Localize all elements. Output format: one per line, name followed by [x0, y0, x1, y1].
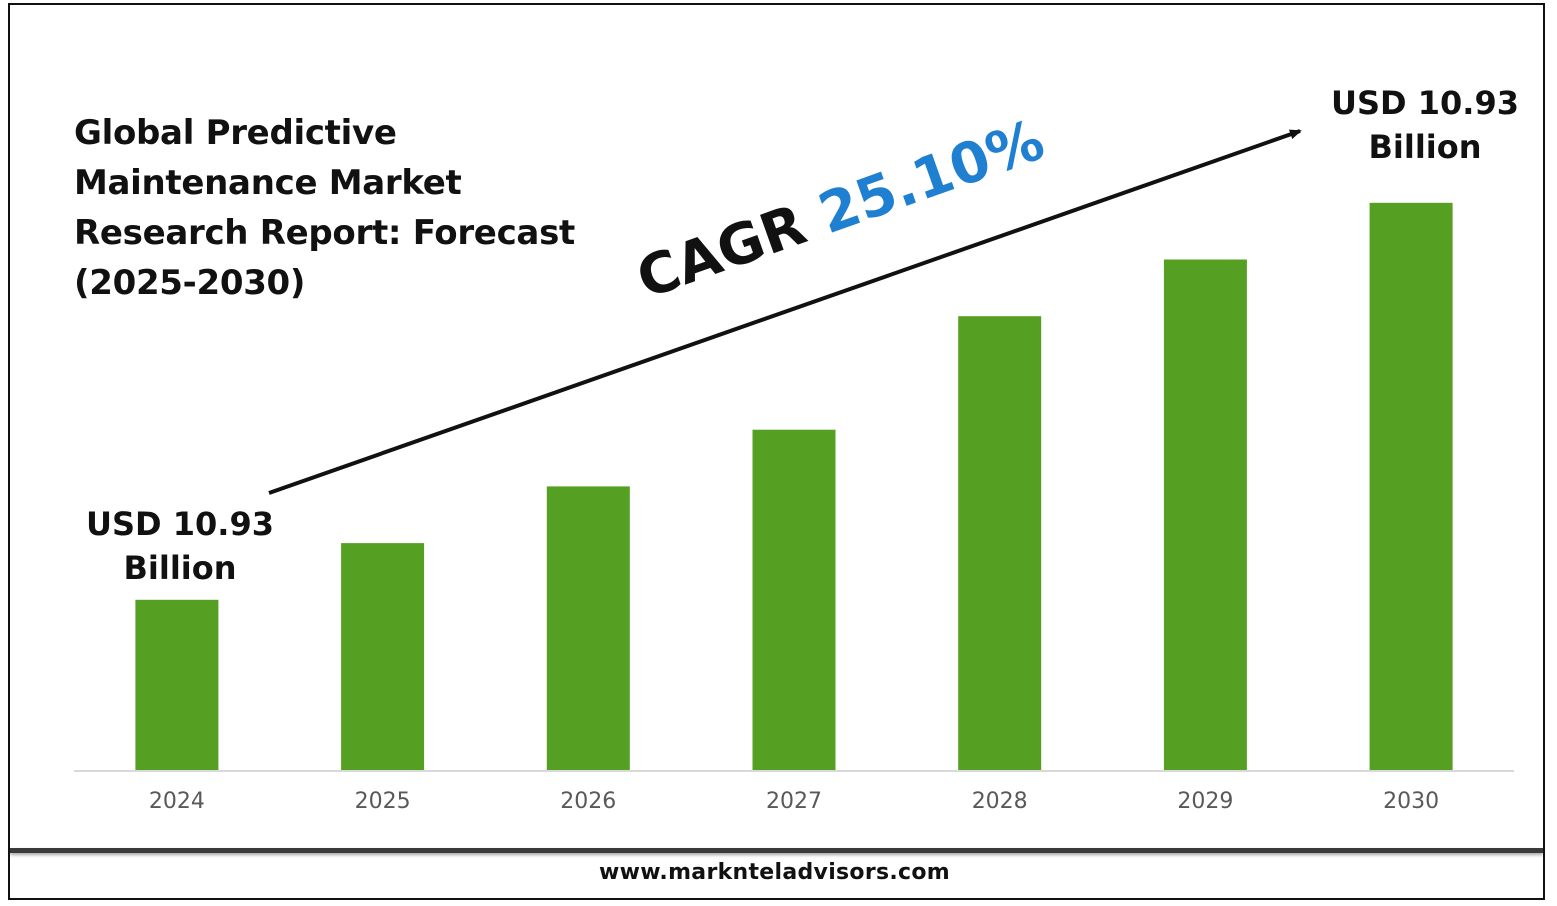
chart-title: Global Predictive Maintenance Market Res… [74, 113, 575, 303]
x-tick-label-2024: 2024 [149, 789, 205, 814]
start-value-label: USD 10.93 Billion [86, 505, 274, 587]
x-tick-label-2029: 2029 [1177, 789, 1233, 814]
x-tick-label-2025: 2025 [355, 789, 411, 814]
bar-series [135, 202, 1453, 771]
cagr-arrow [268, 129, 1302, 495]
bar-2030 [1369, 202, 1453, 771]
bar-2024 [135, 599, 219, 770]
footer-divider [10, 848, 1543, 853]
footer-url: www.marknteladvisors.com [598, 860, 951, 885]
bar-2027 [752, 429, 836, 770]
bar-2029 [1163, 259, 1247, 770]
x-tick-label-2026: 2026 [560, 789, 616, 814]
x-tick-label-2027: 2027 [766, 789, 822, 814]
bar-2025 [341, 543, 425, 770]
bar-2028 [958, 316, 1042, 770]
bar-2026 [546, 486, 630, 770]
x-tick-label-2028: 2028 [972, 789, 1028, 814]
end-value-label: USD 10.93 Billion [1331, 84, 1519, 166]
x-tick-label-2030: 2030 [1383, 789, 1439, 814]
x-axis-ticks: 2024 2025 2026 2027 2028 2029 2030 [149, 789, 1439, 814]
